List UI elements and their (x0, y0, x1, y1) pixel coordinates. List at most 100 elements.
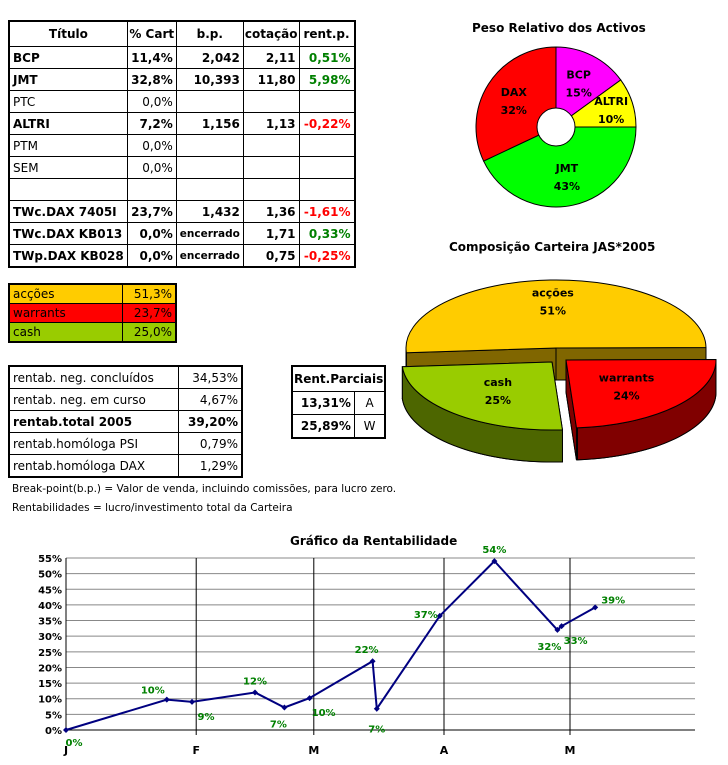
parciais-code: W (353, 414, 386, 439)
pie3d-value: 51% (540, 305, 566, 318)
y-tick-label: 40% (38, 601, 62, 612)
parciais-value: 13,31% (291, 391, 355, 415)
holding-row (8, 178, 356, 201)
cell-rent: 0,33% (298, 222, 356, 245)
rentab-label: rentab.total 2005 (8, 410, 179, 433)
x-tick-label: M (308, 744, 319, 757)
cell-cot: 1,13 (242, 112, 300, 135)
pie3d-slice-cash (401, 361, 564, 431)
data-point (554, 626, 561, 633)
pie3d-slice-acções (405, 279, 707, 354)
note-rentabilidades: Rentabilidades = lucro/investimento tota… (12, 502, 293, 514)
data-point (491, 558, 498, 565)
data-label: 10% (141, 686, 165, 697)
data-point (252, 689, 258, 696)
data-label: 0% (66, 738, 83, 749)
donut-slice-bcp (555, 46, 622, 128)
donut-label: BCP (566, 68, 591, 81)
cell-titulo: SEM (8, 156, 128, 179)
cell-cart: 0,0% (126, 222, 177, 245)
allocation-value: 23,7% (122, 303, 177, 323)
y-tick-label: 25% (38, 648, 62, 659)
donut-value: 15% (566, 86, 592, 99)
cell-rent: 5,98% (298, 68, 356, 91)
parciais-value: 25,89% (291, 414, 355, 439)
rentab-label: rentab. neg. em curso (8, 388, 179, 411)
donut-slice-jmt (482, 126, 637, 208)
cell-cot: 0,75 (242, 244, 300, 268)
data-label: 37% (414, 610, 438, 621)
parciais-row: 25,89% W (291, 414, 386, 439)
y-tick-label: 15% (38, 679, 62, 690)
pie3d-slice-warrants (565, 359, 717, 429)
holding-row: BCP 11,4% 2,042 2,11 0,51% (8, 46, 356, 69)
data-label: 9% (198, 712, 215, 723)
y-tick-label: 35% (38, 617, 62, 628)
data-point (63, 727, 69, 733)
allocation-row: acções 51,3% (8, 283, 177, 304)
col-bp: b.p. (175, 20, 244, 47)
holding-row: TWc.DAX 7405I 23,7% 1,432 1,36 -1,61% (8, 200, 356, 223)
cell-bp: 2,042 (175, 46, 244, 69)
rentab-row: rentab. neg. em curso 4,67% (8, 388, 243, 411)
donut-label: JMT (555, 162, 579, 175)
rentab-value: 1,29% (178, 454, 243, 478)
donut-label: ALTRI (594, 95, 628, 108)
rentab-row: rentab.homóloga PSI 0,79% (8, 432, 243, 455)
pie3d-label: acções (532, 287, 574, 300)
cell-titulo: TWc.DAX KB013 (8, 222, 128, 245)
cell-bp: encerrado (175, 222, 244, 245)
cell-titulo: PTM (8, 134, 128, 157)
cell-bp: encerrado (175, 244, 244, 268)
y-tick-label: 45% (38, 585, 62, 596)
cell-cart: 23,7% (126, 200, 177, 223)
y-tick-label: 5% (45, 710, 62, 721)
data-point (306, 695, 313, 702)
rent-parciais-table: Rent.Parciais 13,31% A 25,89% W (291, 365, 387, 439)
pie3d-label: cash (484, 376, 512, 389)
allocation-label: cash (8, 322, 123, 343)
y-tick-label: 30% (38, 632, 62, 643)
data-label: 54% (482, 545, 506, 556)
rentab-label: rentab.homóloga PSI (8, 432, 179, 455)
rentab-value: 0,79% (178, 432, 243, 455)
parciais-code: A (353, 391, 386, 415)
x-tick-label: M (565, 744, 576, 757)
rentabilidade-line (65, 559, 596, 731)
y-tick-label: 55% (38, 554, 62, 565)
data-label: 7% (368, 725, 385, 736)
holdings-header: Título % Cart b.p. cotação rent.p. (8, 20, 356, 47)
cell-cart: 0,0% (126, 134, 177, 157)
pie3d-title: Composição Carteira JAS*2005 (449, 240, 656, 254)
x-tick-label: J (63, 744, 68, 757)
col-cart: % Cart (126, 20, 177, 47)
y-tick-label: 50% (38, 570, 62, 581)
holdings-table: Título % Cart b.p. cotação rent.p. BCP 11… (8, 20, 356, 268)
donut-value: 10% (598, 113, 624, 126)
data-label: 7% (270, 719, 287, 730)
holding-row: PTM 0,0% (8, 134, 356, 157)
cell-titulo: ALTRI (8, 112, 128, 135)
data-point (436, 612, 443, 619)
rentab-label: rentab.homóloga DAX (8, 454, 179, 478)
data-label: 39% (601, 595, 625, 606)
x-tick-label: F (192, 744, 200, 757)
cell-rent: -0,25% (298, 244, 356, 268)
donut-slice-dax (475, 46, 557, 162)
donut-value: 32% (501, 104, 527, 117)
data-label: 10% (312, 708, 336, 719)
allocation-label: warrants (8, 303, 123, 323)
rent-parciais-header: Rent.Parciais (291, 365, 386, 392)
y-tick-label: 20% (38, 663, 62, 674)
line-title: Gráfico da Rentabilidade (290, 534, 458, 548)
pie3d-value: 24% (613, 389, 639, 402)
cell-cart: 7,2% (126, 112, 177, 135)
data-label: 12% (243, 676, 267, 687)
parciais-row: 13,31% A (291, 391, 386, 415)
y-tick-label: 0% (45, 726, 62, 737)
donut-label: DAX (501, 86, 528, 99)
rentab-table: rentab. neg. concluídos 34,53% rentab. neg… (8, 365, 243, 478)
rentab-row: rentab.homóloga DAX 1,29% (8, 454, 243, 478)
data-point (369, 658, 376, 665)
